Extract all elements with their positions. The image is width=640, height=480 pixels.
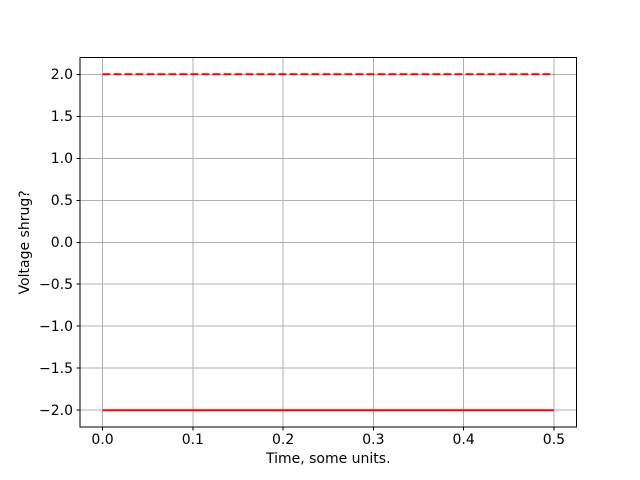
y-tick-label: −2.0 bbox=[39, 403, 73, 419]
y-tick-label: −0.5 bbox=[39, 277, 73, 293]
y-tick-label: 0.0 bbox=[51, 235, 73, 251]
y-tick-label: 2.0 bbox=[51, 67, 73, 83]
series-layer bbox=[102, 73, 554, 412]
y-tick-label: −1.5 bbox=[39, 361, 73, 377]
y-tick-label: 1.0 bbox=[51, 151, 73, 167]
tick-layer: 0.0 0.1 0.2 0.3 0.4 0.5 2.0 1.5 1.0 0.5 0.0 −0.5 −1.… bbox=[39, 67, 565, 448]
x-axis-label: Time, some units. bbox=[265, 451, 391, 467]
x-tick-label: 0.3 bbox=[362, 432, 384, 448]
y-tick-label: −1.0 bbox=[39, 319, 73, 335]
x-tick-label: 0.2 bbox=[272, 432, 294, 448]
x-tick-label: 0.5 bbox=[543, 432, 565, 448]
y-axis-label: Voltage shrug? bbox=[17, 190, 33, 294]
grid-layer bbox=[80, 57, 577, 427]
x-tick-label: 0.0 bbox=[91, 432, 113, 448]
y-tick-label: 1.5 bbox=[51, 109, 73, 125]
y-tick-label: 0.5 bbox=[51, 193, 73, 209]
x-tick-label: 0.4 bbox=[453, 432, 475, 448]
x-tick-label: 0.1 bbox=[182, 432, 204, 448]
